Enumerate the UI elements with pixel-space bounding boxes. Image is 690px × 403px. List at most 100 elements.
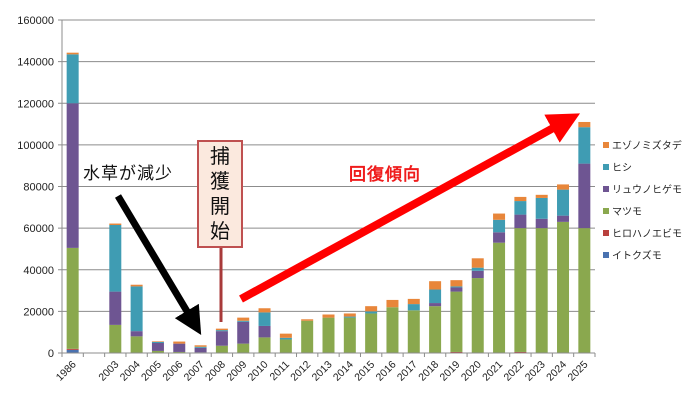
x-tick-label: 1986 <box>54 359 79 384</box>
bar-segment <box>493 219 506 233</box>
x-tick-label: 2021 <box>480 359 505 384</box>
bar-segment <box>557 215 570 222</box>
bar-segment <box>429 281 442 290</box>
recovery-annotation: 回復傾向 <box>349 165 421 185</box>
bar-segment <box>450 280 463 287</box>
legend-swatch <box>603 142 609 148</box>
legend-swatch <box>603 230 609 236</box>
bar-segment <box>578 163 591 229</box>
bar-segment <box>450 286 463 288</box>
x-tick-label: 2018 <box>416 359 441 384</box>
bar-segment <box>194 346 207 348</box>
capture-char: 開 <box>210 194 230 218</box>
bar-segment <box>109 223 122 226</box>
x-tick-label: 2006 <box>160 359 185 384</box>
capture-char: 獲 <box>210 169 230 193</box>
x-axis: 1986 200320042005200620072008200920102011… <box>54 352 596 384</box>
bar-segment <box>450 287 463 292</box>
bar-segment <box>429 289 442 304</box>
x-tick-label: 2007 <box>182 359 207 384</box>
capture-char: 始 <box>210 219 230 243</box>
legend-label: ヒロハノエビモ <box>612 228 682 240</box>
bar-segment <box>471 267 484 271</box>
x-tick-label: 2016 <box>374 359 399 384</box>
bar-segment <box>237 317 250 321</box>
bar-segment <box>237 343 250 353</box>
legend-label: マツモ <box>612 207 642 218</box>
bar-segment <box>66 348 79 350</box>
bar-segment <box>130 336 143 353</box>
y-tick-label: 40000 <box>23 265 54 277</box>
bar-segment <box>343 317 356 353</box>
bar-segment <box>365 313 378 353</box>
legend-label: イトクズモ <box>612 249 662 262</box>
bar-segment <box>429 306 442 353</box>
bar-segment <box>471 278 484 353</box>
bar-segment <box>578 228 591 353</box>
x-tick-label: 2022 <box>501 359 526 384</box>
bar-segment <box>514 351 527 353</box>
decline-arrow <box>114 194 202 336</box>
bar-segment <box>237 320 250 322</box>
y-tick-label: 140000 <box>17 57 54 69</box>
bar-segment <box>386 307 399 353</box>
bar-segment <box>535 218 548 229</box>
bar-segment <box>258 325 271 338</box>
bar-segment <box>151 343 164 351</box>
bar-segment <box>258 308 271 313</box>
x-tick-label: 2025 <box>565 359 590 384</box>
bar-segment <box>151 350 164 353</box>
decline-annotation: 水草が減少 <box>83 164 173 184</box>
legend-label: ヒシ <box>612 162 632 174</box>
gridlines <box>62 19 595 312</box>
bar-segment <box>322 317 335 353</box>
bar-segment <box>279 333 292 338</box>
capture-char: 捕 <box>210 144 230 168</box>
bar-segment <box>493 232 506 243</box>
legend-label: エゾノミズタデ <box>612 139 682 152</box>
bar-segment <box>450 351 463 353</box>
x-tick-label: 2019 <box>438 359 463 384</box>
bar-segment <box>258 312 271 326</box>
y-tick-label: 20000 <box>23 306 54 318</box>
bar-segment <box>365 311 378 314</box>
bars <box>66 52 591 353</box>
bar-segment <box>215 328 228 331</box>
bar-segment <box>66 247 79 349</box>
bar-segment <box>215 345 228 353</box>
bar-segment <box>173 341 186 344</box>
bar-segment <box>471 270 484 279</box>
bar-segment <box>130 284 143 287</box>
x-tick-label: 2023 <box>523 359 548 384</box>
y-tick-label: 100000 <box>17 140 54 152</box>
bar-segment <box>514 201 527 215</box>
bar-segment <box>535 194 548 198</box>
bar-segment <box>407 304 420 311</box>
bar-segment <box>66 103 79 248</box>
bar-segment <box>450 291 463 352</box>
bar-segment <box>301 319 314 321</box>
bar-segment <box>215 331 228 346</box>
bar-segment <box>343 313 356 317</box>
bar-segment <box>535 197 548 219</box>
x-tick-label: 2020 <box>459 359 484 384</box>
x-tick-label: 2017 <box>395 359 420 384</box>
bar-segment <box>194 347 207 353</box>
bar-segment <box>578 121 591 128</box>
x-tick-label: 2003 <box>96 359 121 384</box>
bar-segment <box>279 339 292 353</box>
bar-segment <box>557 184 570 190</box>
x-tick-label: 2009 <box>224 359 249 384</box>
x-tick-label: 2008 <box>203 359 228 384</box>
x-tick-label: 2011 <box>268 359 293 384</box>
bar-segment <box>557 221 570 353</box>
bar-segment <box>514 196 527 202</box>
bar-segment <box>493 242 506 353</box>
bar-segment <box>109 225 122 292</box>
bar-segment <box>365 306 378 312</box>
bar-segment <box>109 324 122 353</box>
x-tick-label: 2013 <box>310 359 335 384</box>
bar-segment <box>151 341 164 342</box>
x-tick-label: 2014 <box>331 359 356 384</box>
legend-swatch <box>603 186 609 192</box>
